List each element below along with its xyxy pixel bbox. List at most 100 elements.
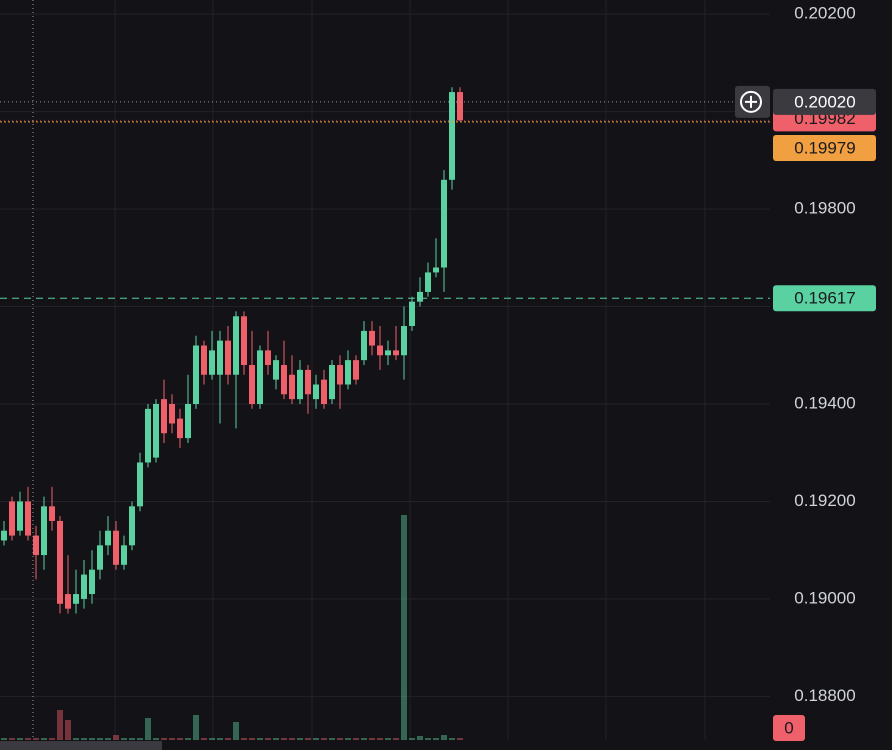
volume-bar: [425, 738, 431, 740]
candle-body: [81, 574, 87, 599]
candle-body: [241, 316, 247, 366]
volume-bar: [81, 738, 87, 740]
volume-bar: [177, 738, 183, 740]
y-tick-label: 0.19800: [794, 199, 855, 218]
candle-body: [145, 408, 151, 463]
candle-body: [217, 340, 223, 375]
y-tick-label: 0.18800: [794, 686, 855, 705]
candle-body: [225, 340, 231, 375]
candle-body: [161, 399, 167, 434]
scrollbar: [0, 741, 162, 750]
volume-bar: [401, 515, 407, 740]
y-tick-label: 0.19400: [794, 393, 855, 412]
volume-label-box: [773, 715, 805, 741]
volume-bar: [417, 736, 423, 740]
volume-bar: [265, 738, 271, 740]
volume-bar: [345, 738, 351, 740]
crosshair-price-label-box: [773, 88, 876, 115]
volume-bar: [137, 738, 143, 740]
volume-bar: [241, 738, 247, 740]
candle-body: [249, 365, 255, 404]
volume-bar: [49, 738, 55, 740]
volume-bar: [281, 738, 287, 740]
candle-body: [65, 594, 71, 609]
volume-bar: [185, 738, 191, 740]
volume-bar: [273, 738, 279, 740]
position-price-label: 0.19617: [794, 289, 855, 308]
candle-body: [201, 345, 207, 375]
volume-bar: [161, 738, 167, 740]
candle-body: [321, 379, 327, 404]
volume-bar: [97, 738, 103, 740]
candle-body: [137, 462, 143, 507]
candle-body: [353, 360, 359, 380]
volume-bar: [289, 738, 295, 740]
candle-body: [425, 272, 431, 292]
volume-bar: [329, 738, 335, 740]
candle-body: [401, 326, 407, 356]
candle-body: [129, 506, 135, 546]
volume-bar: [449, 738, 455, 740]
candle-body: [121, 545, 127, 565]
volume-bar: [121, 738, 127, 740]
volume-bar: [361, 738, 367, 740]
candle-body: [393, 350, 399, 356]
volume-bar: [297, 738, 303, 740]
volume-bar: [305, 738, 311, 740]
position-price-label-box: [773, 285, 876, 312]
candle-body: [449, 92, 455, 180]
volume-bar: [89, 738, 95, 740]
candle-body: [89, 569, 95, 595]
candle-body: [57, 520, 63, 604]
add-button[interactable]: [740, 90, 762, 113]
volume-bar: [217, 738, 223, 740]
candle-body: [177, 418, 183, 439]
volume-bar: [9, 738, 15, 740]
y-tick-label: 0.19200: [794, 491, 855, 510]
candle-body: [25, 501, 31, 536]
volume-bar: [337, 738, 343, 740]
candle-body: [457, 92, 463, 121]
volume-bar: [209, 738, 215, 740]
candle-body: [1, 530, 7, 541]
candle-body: [33, 535, 39, 556]
volume-bar: [377, 738, 383, 740]
candle-body: [377, 345, 383, 356]
candle-body: [305, 369, 311, 395]
volume-bar: [313, 738, 319, 740]
add-button-plus: [745, 95, 757, 108]
volume-bar: [105, 738, 111, 740]
volume-bar: [225, 738, 231, 740]
volume-bar: [233, 722, 239, 740]
candle-body: [409, 301, 415, 327]
candle-body: [313, 384, 319, 400]
volume-bar: [321, 738, 327, 740]
candle-body: [345, 360, 351, 385]
candle-body: [265, 350, 271, 366]
volume-bar: [17, 738, 23, 740]
volume-bar: [113, 735, 119, 740]
candle-body: [281, 365, 287, 395]
volume-bar: [201, 738, 207, 740]
candle-body: [97, 545, 103, 570]
candle-body: [257, 350, 263, 404]
candle-body: [233, 316, 239, 375]
volume-bar: [369, 738, 375, 740]
mark-price-label: 0.19979: [794, 138, 855, 157]
volume-bar: [433, 738, 439, 740]
volume-label: 0: [784, 718, 793, 737]
volume-bar: [393, 738, 399, 740]
candle-body: [385, 350, 391, 356]
candle-body: [433, 267, 439, 273]
candle-body: [273, 360, 279, 380]
volume-bar: [145, 718, 151, 740]
y-tick-label: 0.20200: [794, 4, 855, 23]
volume-bar: [169, 738, 175, 740]
candle-body: [337, 365, 343, 385]
candle-body: [153, 403, 159, 458]
volume-bar: [457, 738, 463, 740]
candle-body: [193, 345, 199, 404]
candle-body: [417, 291, 423, 302]
